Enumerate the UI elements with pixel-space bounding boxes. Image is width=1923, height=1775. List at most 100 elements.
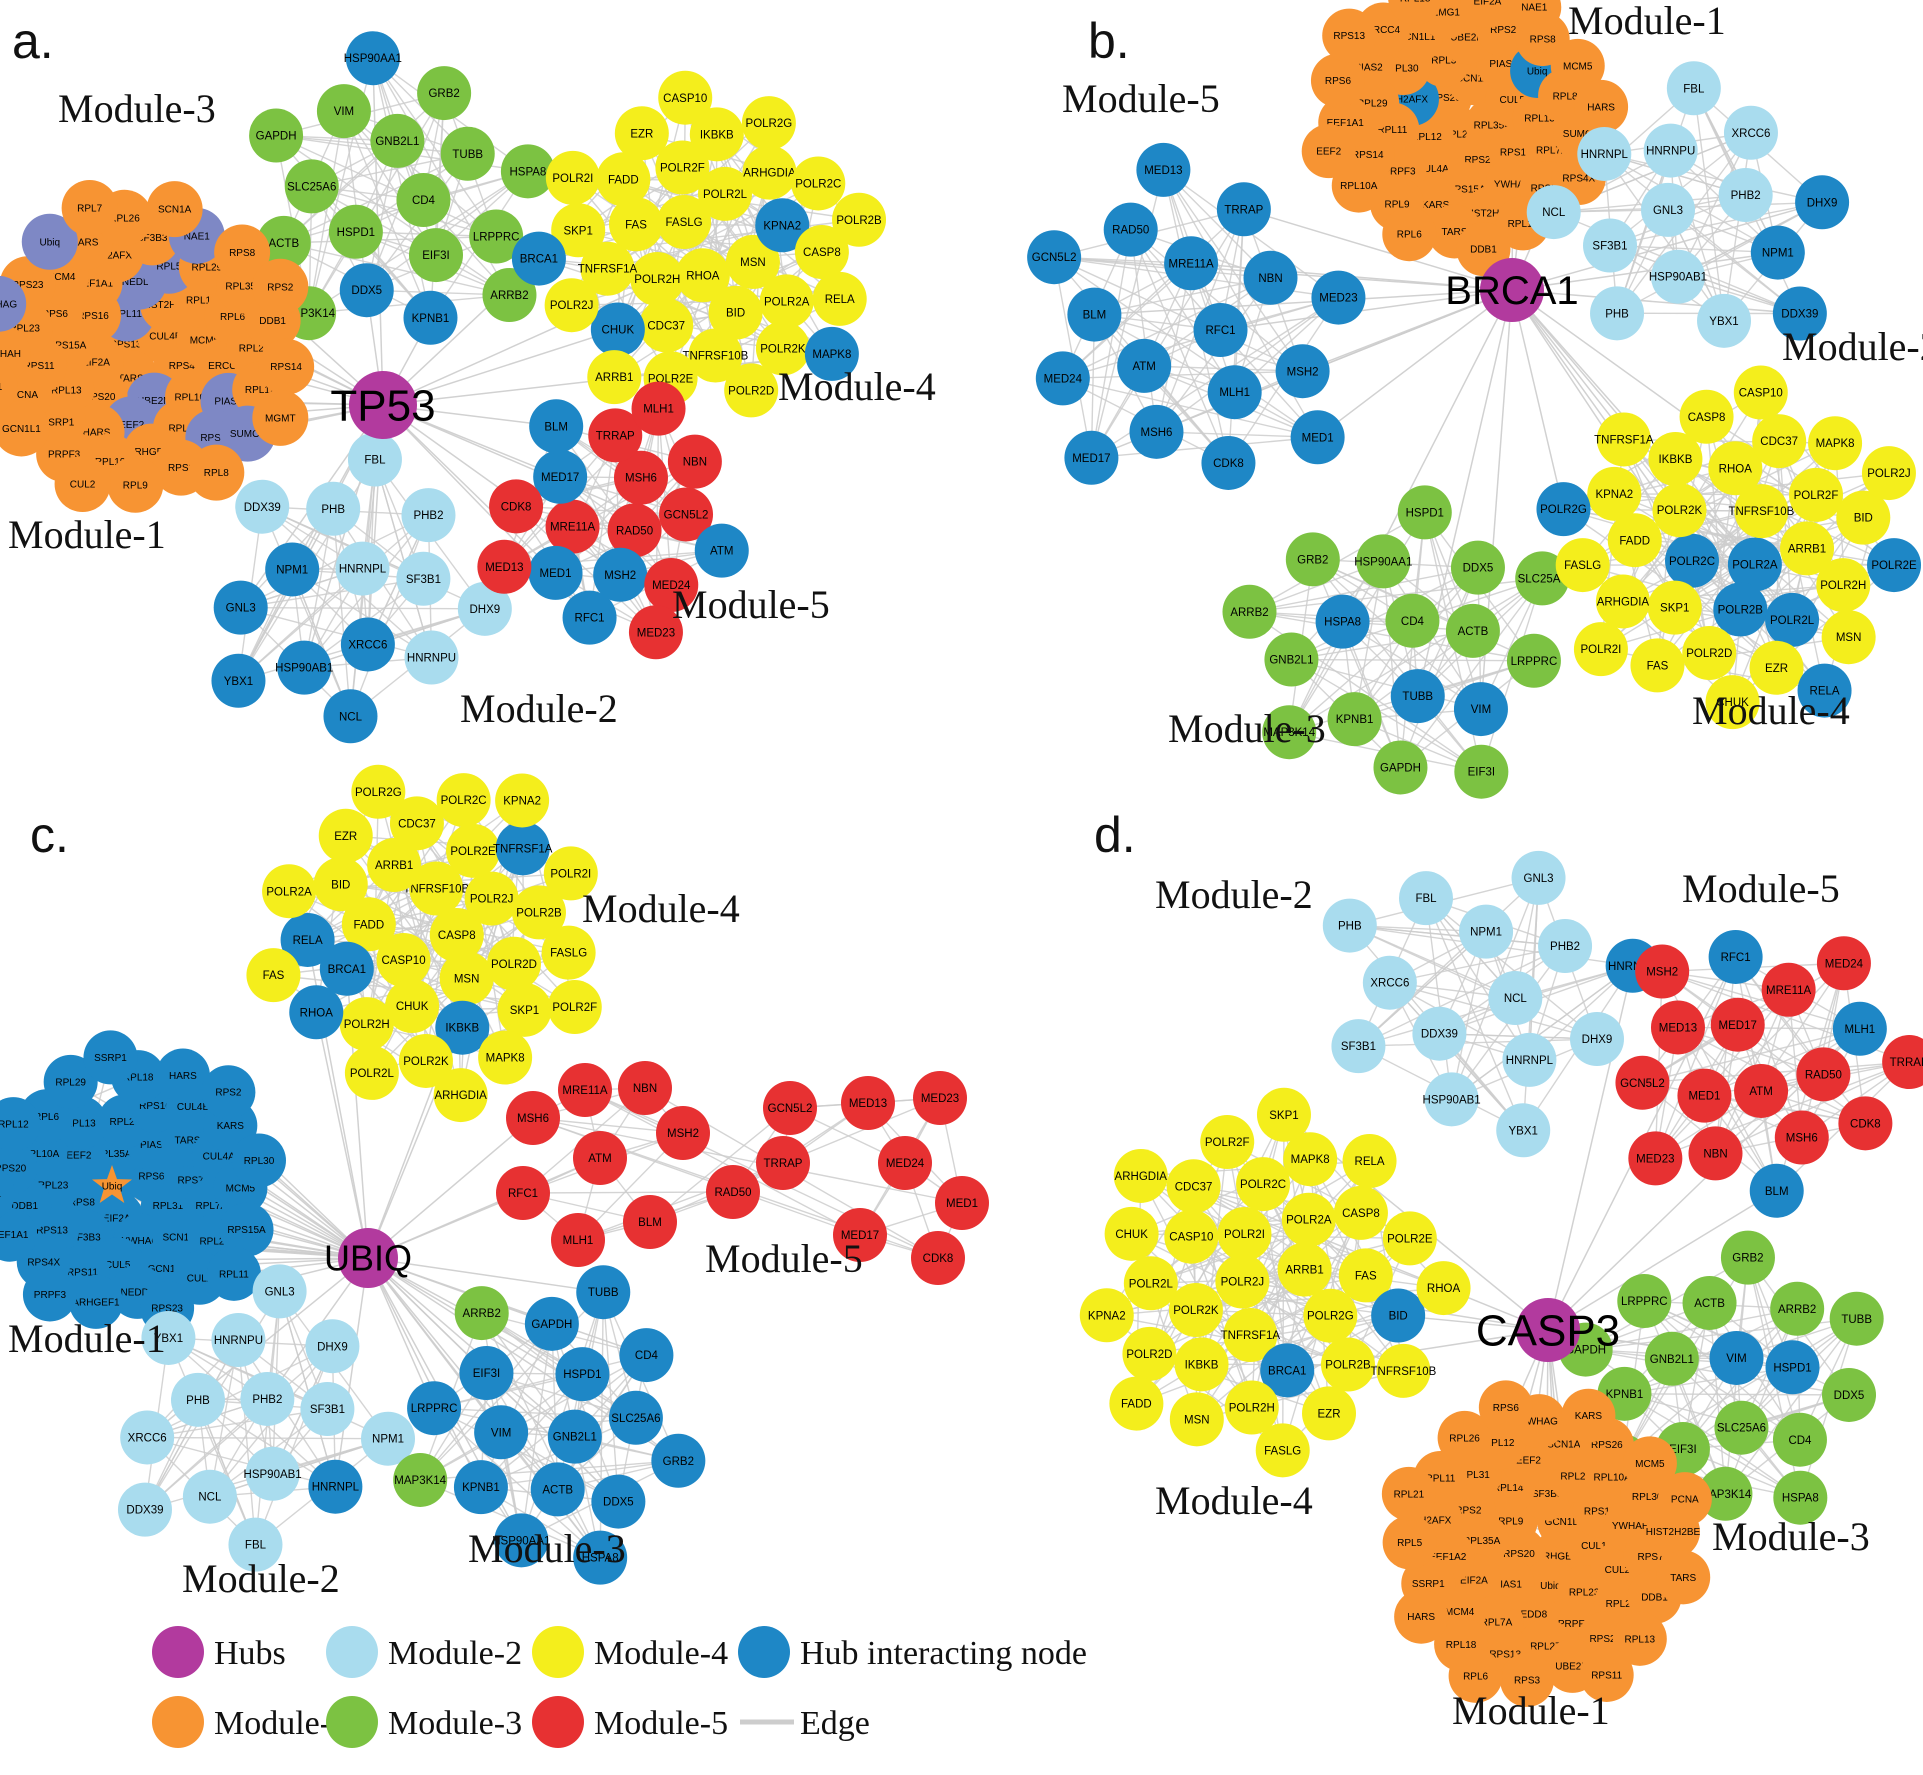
node-MED1[interactable]: MED1: [1290, 410, 1345, 465]
node-circle[interactable]: [486, 936, 541, 991]
node-MED17[interactable]: MED17: [1064, 430, 1119, 485]
node-GNL3[interactable]: GNL3: [1511, 850, 1566, 905]
node-circle[interactable]: [1283, 1132, 1338, 1187]
node-POLR2G[interactable]: POLR2G: [741, 96, 796, 151]
node-circle[interactable]: [335, 541, 390, 596]
node-circle[interactable]: [1761, 962, 1816, 1017]
node-RAD50[interactable]: RAD50: [706, 1165, 760, 1219]
node-circle[interactable]: [1356, 534, 1411, 589]
node-IKBKB[interactable]: IKBKB: [1174, 1337, 1229, 1392]
node-circle[interactable]: [1338, 1248, 1393, 1303]
node-circle[interactable]: [1311, 270, 1366, 325]
node-circle[interactable]: [497, 982, 552, 1037]
node-VIM[interactable]: VIM: [474, 1405, 529, 1460]
node-circle[interactable]: [1682, 625, 1737, 680]
node-RELA[interactable]: RELA: [1342, 1134, 1397, 1189]
node-circle[interactable]: [628, 605, 683, 660]
node-circle[interactable]: [0, 358, 18, 414]
node-GNB2L1[interactable]: GNB2L1: [1264, 632, 1319, 687]
node-MED1[interactable]: MED1: [935, 1176, 989, 1230]
hub-circle[interactable]: [1480, 258, 1544, 322]
node-circle[interactable]: [1788, 467, 1843, 522]
node-PHB[interactable]: PHB: [1322, 898, 1377, 953]
node-GRB2[interactable]: GRB2: [1285, 532, 1340, 587]
node-circle[interactable]: [573, 1530, 628, 1585]
node-circle[interactable]: [545, 499, 600, 554]
node-circle[interactable]: [1255, 1423, 1310, 1478]
node-GCN5L2[interactable]: GCN5L2: [1027, 230, 1082, 285]
node-circle[interactable]: [459, 1346, 514, 1401]
node-circle[interactable]: [1496, 1103, 1551, 1158]
node-circle[interactable]: [429, 908, 484, 962]
node-circle[interactable]: [590, 302, 645, 357]
node-MSH2[interactable]: MSH2: [1275, 344, 1330, 399]
node-EZR[interactable]: EZR: [1749, 640, 1804, 695]
node-circle[interactable]: [659, 487, 714, 542]
node-CUL2[interactable]: CUL2: [54, 456, 111, 513]
node-HNRNPL[interactable]: HNRNPL: [1502, 1032, 1557, 1087]
node-RPS2[interactable]: RPS2: [252, 258, 309, 315]
node-CASP8[interactable]: CASP8: [1333, 1185, 1388, 1240]
node-circle[interactable]: [528, 545, 583, 600]
node-MED24[interactable]: MED24: [1035, 351, 1090, 406]
node-circle[interactable]: [1607, 513, 1662, 568]
node-POLR2D[interactable]: POLR2D: [724, 363, 779, 418]
node-circle[interactable]: [0, 1166, 16, 1220]
node-circle[interactable]: [1362, 955, 1417, 1010]
node-circle[interactable]: [1371, 1288, 1426, 1343]
node-SF3B1[interactable]: SF3B1: [1331, 1019, 1386, 1074]
node-circle[interactable]: [341, 897, 396, 952]
node-circle[interactable]: [1595, 574, 1650, 629]
node-circle[interactable]: [832, 192, 887, 247]
node-PHB2[interactable]: PHB2: [240, 1371, 295, 1426]
node-MSH6[interactable]: MSH6: [506, 1091, 560, 1145]
node-circle[interactable]: [1780, 521, 1835, 576]
node-circle[interactable]: [1579, 1647, 1634, 1702]
node-GCN5L2[interactable]: GCN5L2: [763, 1081, 817, 1135]
node-circle[interactable]: [351, 764, 406, 819]
node-circle[interactable]: [725, 234, 780, 289]
node-POLR2I[interactable]: POLR2I: [1573, 622, 1628, 677]
node-circle[interactable]: [551, 1213, 605, 1267]
node-circle[interactable]: [1714, 1400, 1769, 1455]
node-circle[interactable]: [1734, 484, 1789, 539]
node-ARHGDIA[interactable]: ARHGDIA: [433, 1068, 488, 1123]
node-circle[interactable]: [804, 326, 859, 381]
node-CDK8[interactable]: CDK8: [1838, 1096, 1893, 1151]
node-circle[interactable]: [496, 1166, 550, 1220]
node-RPL7[interactable]: RPL7: [61, 179, 118, 236]
node-POLR2E[interactable]: POLR2E: [446, 823, 501, 878]
node-RFC1[interactable]: RFC1: [1708, 929, 1763, 984]
node-circle[interactable]: [756, 1136, 810, 1190]
node-circle[interactable]: [1808, 416, 1863, 471]
node-XRCC6[interactable]: XRCC6: [1723, 105, 1778, 160]
node-ACTB[interactable]: ACTB: [530, 1462, 585, 1517]
node-KPNA2[interactable]: KPNA2: [1587, 466, 1642, 521]
node-NBN[interactable]: NBN: [618, 1061, 672, 1115]
node-ARRB2[interactable]: ARRB2: [1222, 584, 1277, 639]
node-circle[interactable]: [240, 1371, 295, 1426]
node-circle[interactable]: [591, 1474, 646, 1529]
node-VIM[interactable]: VIM: [1453, 682, 1508, 737]
node-circle[interactable]: [1310, 53, 1365, 108]
star-node-shape[interactable]: [92, 1165, 132, 1203]
node-MED23[interactable]: MED23: [913, 1071, 967, 1125]
node-DHX9[interactable]: DHX9: [1569, 1012, 1624, 1067]
node-RHOA[interactable]: RHOA: [289, 985, 344, 1040]
node-TUBB[interactable]: TUBB: [1829, 1291, 1884, 1346]
node-KARS[interactable]: KARS: [1561, 1388, 1616, 1443]
node-MSN[interactable]: MSN: [1169, 1392, 1224, 1447]
node-circle[interactable]: [318, 808, 373, 863]
node-circle[interactable]: [280, 912, 335, 967]
node-POLR2K[interactable]: POLR2K: [1168, 1283, 1223, 1338]
node-circle[interactable]: [1488, 971, 1543, 1025]
node-FBL[interactable]: FBL: [1666, 61, 1721, 116]
node-circle[interactable]: [252, 258, 309, 315]
node-circle[interactable]: [107, 456, 164, 513]
node-POLR2L[interactable]: POLR2L: [1123, 1256, 1178, 1311]
node-circle[interactable]: [706, 1165, 760, 1219]
node-TUBB[interactable]: TUBB: [1390, 669, 1445, 724]
node-NPM1[interactable]: NPM1: [1459, 904, 1514, 959]
node-circle[interactable]: [403, 290, 458, 345]
node-circle[interactable]: [21, 213, 78, 270]
